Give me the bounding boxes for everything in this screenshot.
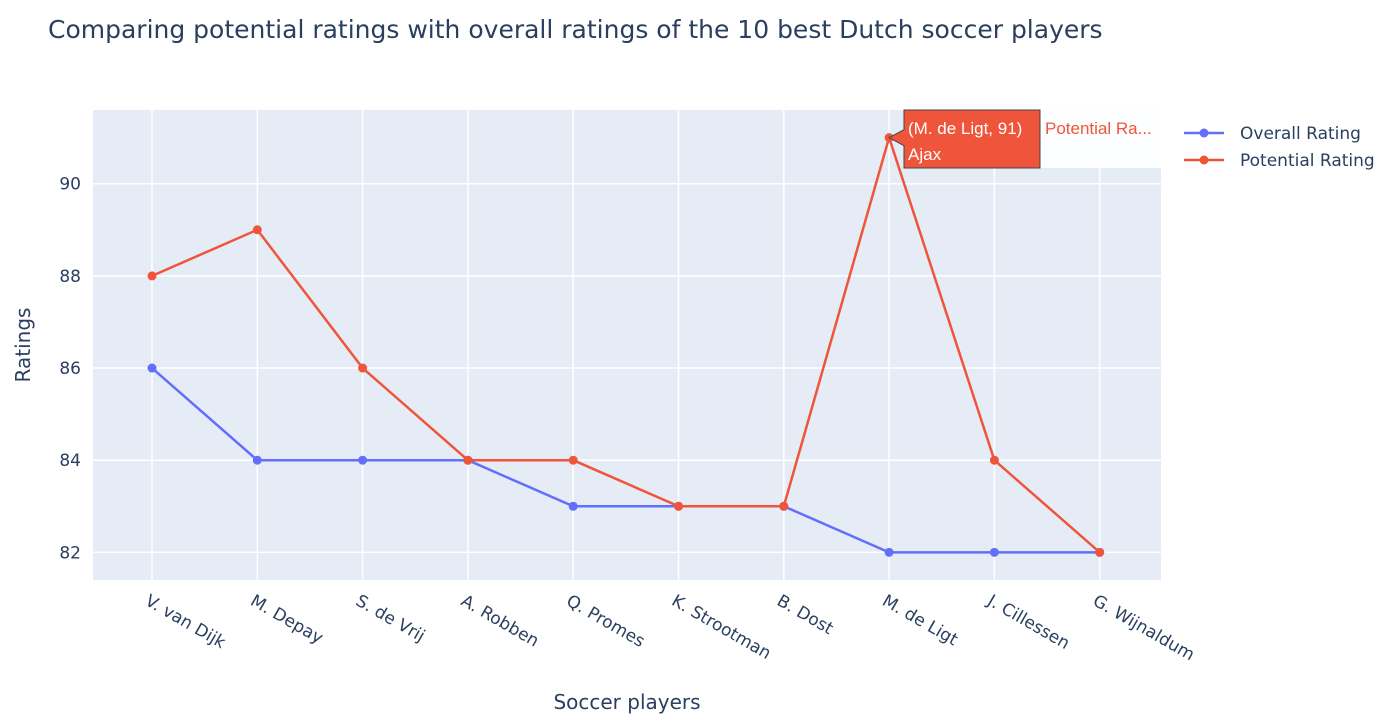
legend-item-potential-rating[interactable]: Potential Rating bbox=[1184, 151, 1375, 171]
data-point-potential-rating-v-van-dijk[interactable] bbox=[147, 271, 157, 281]
data-point-potential-rating-k-strootman[interactable] bbox=[674, 501, 683, 511]
y-tick-label: 90 bbox=[59, 175, 81, 195]
data-point-potential-rating-q-promes[interactable] bbox=[568, 455, 578, 465]
series-line-overall-rating bbox=[151, 367, 1100, 554]
plot-area[interactable] bbox=[93, 110, 1161, 580]
series-layer bbox=[147, 133, 1105, 557]
data-point-potential-rating-g-wijnaldum[interactable] bbox=[1095, 547, 1105, 557]
grid-lines bbox=[93, 110, 1161, 580]
data-point-potential-rating-a-robben[interactable] bbox=[463, 455, 473, 465]
data-point-overall-rating-m-de-ligt[interactable] bbox=[884, 547, 894, 557]
y-axis-ticks: 82 84 86 88 90 bbox=[59, 175, 81, 564]
data-point-overall-rating-j-cillessen[interactable] bbox=[989, 547, 999, 557]
legend-swatch-marker bbox=[1199, 155, 1209, 165]
y-tick-label: 88 bbox=[59, 267, 81, 287]
hover-name-background bbox=[1040, 110, 1168, 168]
series-potential-rating bbox=[147, 133, 1105, 557]
hover-series-name: Potential Ra... bbox=[1045, 119, 1152, 138]
legend: Overall Rating Potential Rating bbox=[1184, 124, 1375, 171]
data-point-potential-rating-b-dost[interactable] bbox=[779, 501, 789, 511]
hover-tooltip: (M. de Ligt, 91) Ajax Potential Ra... bbox=[888, 109, 1168, 169]
legend-item-overall-rating[interactable]: Overall Rating bbox=[1184, 124, 1361, 144]
data-point-potential-rating-j-cillessen[interactable] bbox=[989, 455, 999, 465]
data-point-overall-rating-m-depay[interactable] bbox=[252, 455, 262, 465]
hover-label-box bbox=[888, 109, 1041, 169]
y-axis-title: Ratings bbox=[11, 308, 35, 383]
legend-label: Potential Rating bbox=[1240, 151, 1375, 171]
series-line-potential-rating bbox=[151, 136, 1101, 554]
legend-label: Overall Rating bbox=[1240, 124, 1361, 144]
x-axis-title: Soccer players bbox=[553, 690, 700, 714]
chart-title: Comparing potential ratings with overall… bbox=[48, 15, 1103, 44]
legend-swatch-marker bbox=[1199, 128, 1209, 138]
data-point-potential-rating-m-depay[interactable] bbox=[252, 225, 262, 235]
data-point-potential-rating-s-de-vrij[interactable] bbox=[358, 363, 368, 373]
y-tick-label: 86 bbox=[59, 359, 81, 379]
y-tick-label: 84 bbox=[59, 451, 81, 471]
hover-line-2: Ajax bbox=[908, 145, 942, 164]
data-point-overall-rating-v-van-dijk[interactable] bbox=[147, 363, 157, 373]
hover-line-1: (M. de Ligt, 91) bbox=[908, 119, 1022, 138]
y-tick-label: 82 bbox=[59, 543, 81, 563]
data-point-overall-rating-s-de-vrij[interactable] bbox=[358, 455, 368, 465]
data-point-overall-rating-q-promes[interactable] bbox=[568, 501, 578, 511]
